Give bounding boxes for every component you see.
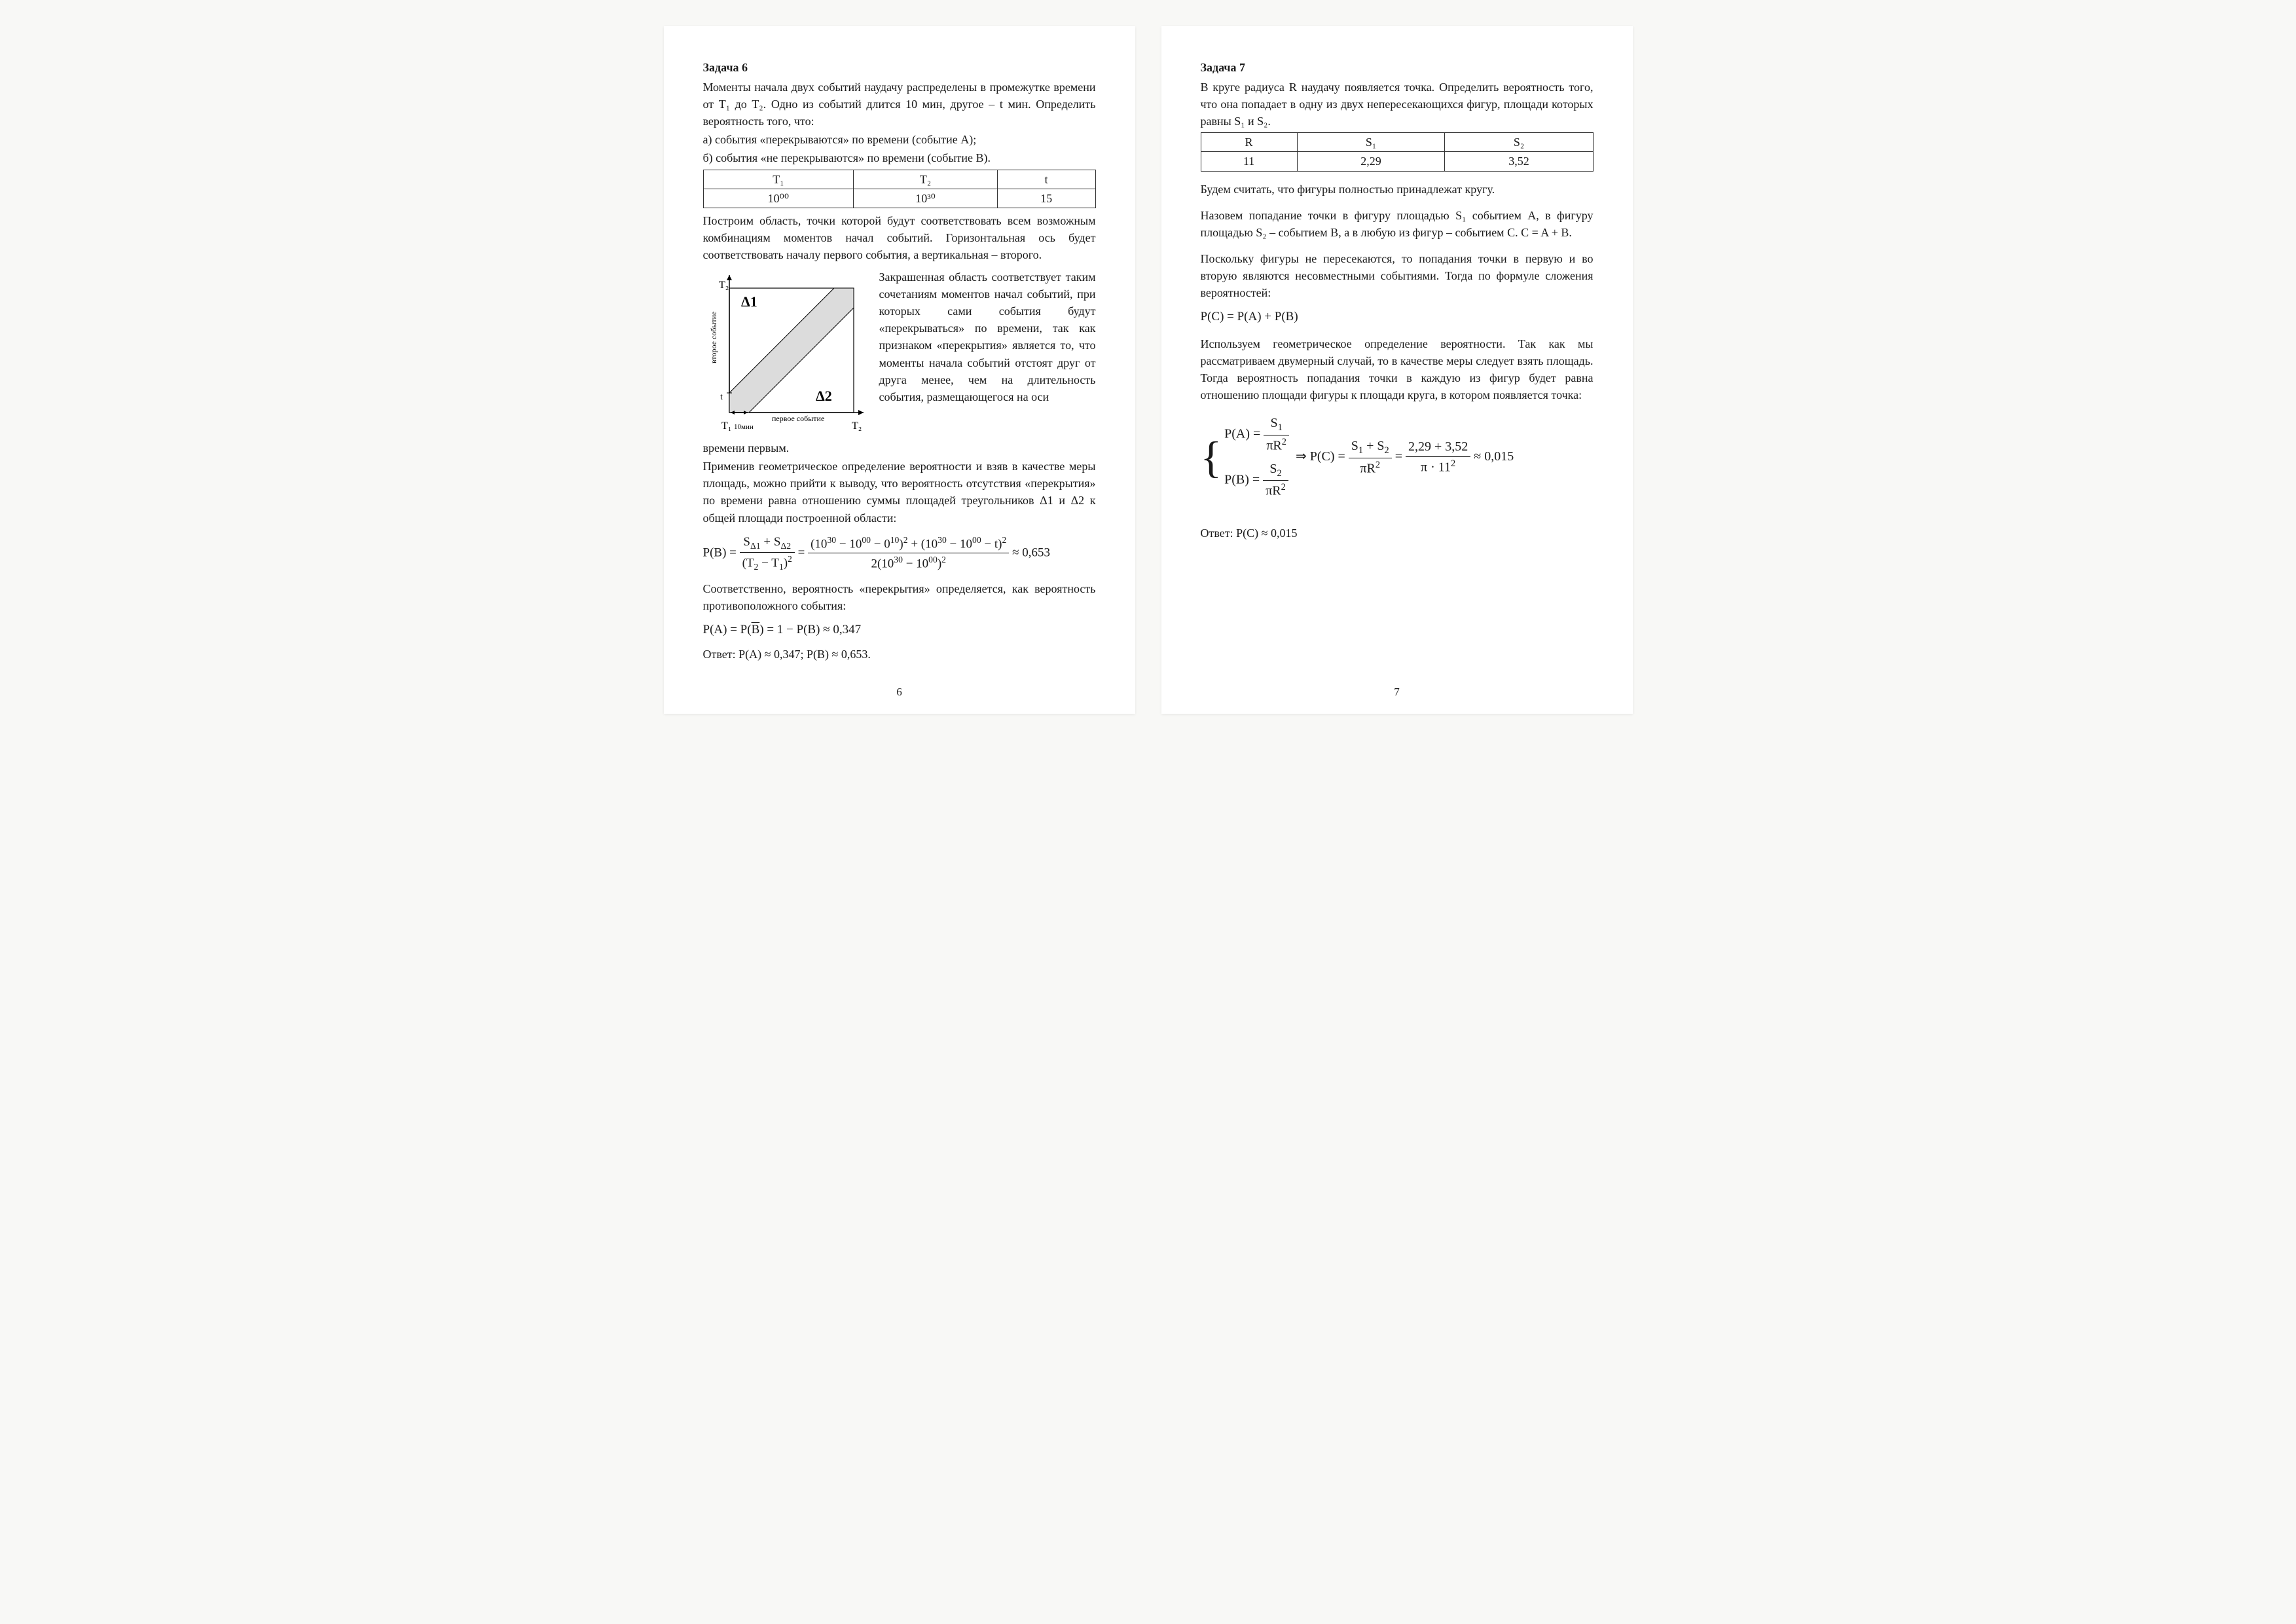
problem-6-title: Задача 6 — [703, 59, 1096, 76]
formula-pa: P(A) = P(B) = 1 − P(B) ≈ 0,347 — [703, 621, 1096, 639]
t-marker: t — [720, 392, 723, 402]
delta1-label: Δ1 — [741, 293, 757, 310]
table-cell: 11 — [1201, 152, 1297, 171]
table-header-r: R — [1201, 133, 1297, 152]
geometric-diagram: Δ1 Δ2 второе событие первое событие T₂ T… — [703, 268, 870, 437]
diagram-svg: Δ1 Δ2 второе событие первое событие T₂ T… — [703, 268, 870, 432]
table-cell: 2,29 — [1297, 152, 1445, 171]
event-definition: Назовем попадание точки в фигуру площадь… — [1201, 207, 1594, 241]
assumption: Будем считать, что фигуры полностью прин… — [1201, 181, 1594, 198]
problem-6-case-b: б) события «не перекрываются» по времени… — [703, 149, 1096, 166]
formula-system: { P(A) = S1 πR2 P(B) = S2 πR2 — [1201, 410, 1594, 505]
table-row: T₁ T₂ t — [703, 170, 1095, 189]
table-cell: 15 — [997, 189, 1095, 208]
page-6: Задача 6 Моменты начала двух событий нау… — [664, 26, 1135, 714]
problem-6-statement: Моменты начала двух событий наудачу расп… — [703, 79, 1096, 130]
page-number-6: 6 — [664, 684, 1135, 701]
x-axis-label: первое событие — [772, 414, 824, 423]
table-header-s1: S₁ — [1297, 133, 1445, 152]
diagram-with-text: Δ1 Δ2 второе событие первое событие T₂ T… — [703, 268, 1096, 437]
formula-pb: P(B) = SΔ1 + SΔ2 (T2 − T1)2 = (1030 − 10… — [703, 533, 1096, 574]
y-axis-label: второе событие — [709, 312, 718, 363]
table-header-s2: S₂ — [1445, 133, 1593, 152]
answer-7: Ответ: P(C) ≈ 0,015 — [1201, 525, 1594, 542]
geometric-def: Используем геометрическое определение ве… — [1201, 335, 1594, 403]
problem-6-solution-p1: Построим область, точки которой будут со… — [703, 212, 1096, 263]
continuation-text: времени первым. — [703, 439, 1096, 456]
problem-6-table: T₁ T₂ t 10⁰⁰ 10³⁰ 15 — [703, 170, 1096, 208]
page-number-7: 7 — [1161, 684, 1633, 701]
t2-x-label: T₂ — [852, 420, 862, 432]
table-header-t2: T₂ — [854, 170, 998, 189]
geometric-explanation: Применив геометрическое определение веро… — [703, 458, 1096, 526]
diagram-caption: Закрашенная область соответствует таким … — [879, 268, 1096, 405]
delta2-label: Δ2 — [816, 388, 832, 404]
page-7: Задача 7 В круге радиуса R наудачу появл… — [1161, 26, 1633, 714]
problem-7-statement: В круге радиуса R наудачу появляется точ… — [1201, 79, 1594, 130]
table-cell: 3,52 — [1445, 152, 1593, 171]
table-cell: 10³⁰ — [854, 189, 998, 208]
table-header-t1: T₁ — [703, 170, 854, 189]
formula-pc-sum: P(C) = P(A) + P(B) — [1201, 308, 1594, 326]
complement-text: Соответственно, вероятность «перекрытия»… — [703, 580, 1096, 614]
ten-min-label: 10мин — [734, 423, 754, 431]
problem-7-table: R S₁ S₂ 11 2,29 3,52 — [1201, 132, 1594, 171]
answer-6: Ответ: P(A) ≈ 0,347; P(B) ≈ 0,653. — [703, 646, 1096, 663]
formula-result: ≈ 0,653 — [1012, 545, 1050, 559]
t2-y-label: T₂ — [719, 280, 729, 291]
table-row: R S₁ S₂ — [1201, 133, 1593, 152]
table-header-t: t — [997, 170, 1095, 189]
disjoint-events: Поскольку фигуры не пересекаются, то поп… — [1201, 250, 1594, 301]
problem-7-title: Задача 7 — [1201, 59, 1594, 76]
t1-origin-label: T₁ — [721, 420, 731, 432]
table-row: 11 2,29 3,52 — [1201, 152, 1593, 171]
table-cell: 10⁰⁰ — [703, 189, 854, 208]
formula-lhs: P(B) = — [703, 545, 737, 559]
problem-6-case-a: а) события «перекрываются» по времени (с… — [703, 131, 1096, 148]
table-row: 10⁰⁰ 10³⁰ 15 — [703, 189, 1095, 208]
